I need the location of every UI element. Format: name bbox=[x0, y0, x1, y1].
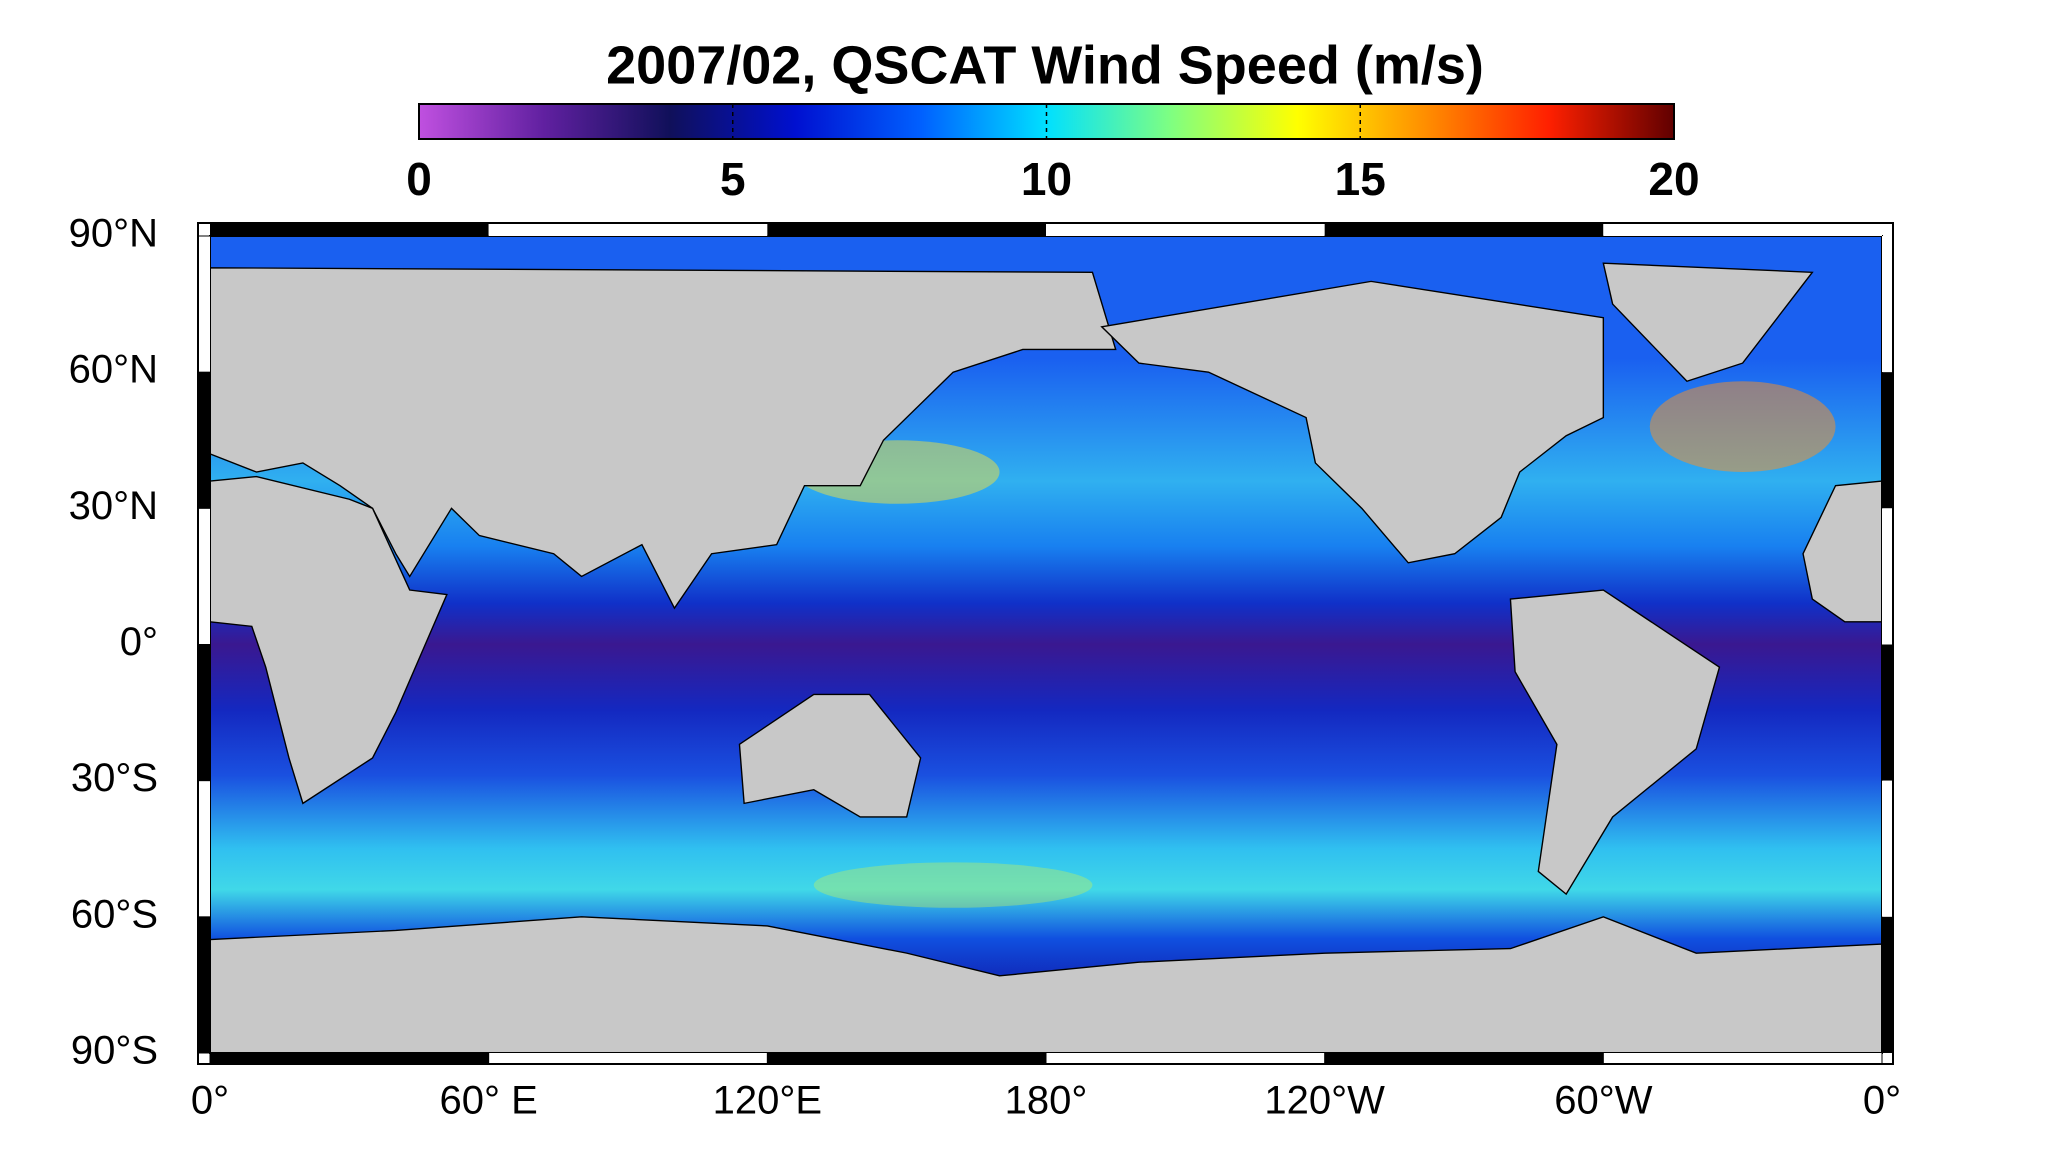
y-tick-label: 30°S bbox=[71, 756, 158, 800]
greenland bbox=[1602, 262, 1814, 383]
high-wind-area bbox=[813, 862, 1093, 908]
y-tick-label: 60°N bbox=[69, 348, 158, 392]
x-tick-label: 0° bbox=[1863, 1079, 1901, 1123]
x-tick-label: 0° bbox=[191, 1079, 229, 1123]
frame-bar bbox=[198, 916, 210, 1053]
frame-bar bbox=[1882, 508, 1893, 645]
frame-bar bbox=[767, 1053, 1046, 1064]
colorbar-tick-label: 0 bbox=[406, 153, 432, 205]
title: 2007/02, QSCAT Wind Speed (m/s) bbox=[606, 35, 1484, 95]
frame-bar bbox=[1324, 1053, 1604, 1064]
frame-bar bbox=[198, 508, 210, 645]
south-america bbox=[1509, 589, 1721, 896]
eurasia bbox=[210, 267, 1117, 610]
colorbar-tick-label: 15 bbox=[1335, 153, 1386, 205]
land bbox=[210, 262, 1882, 1053]
frame-bar bbox=[198, 236, 210, 373]
frame-bar bbox=[1046, 1053, 1325, 1064]
africa bbox=[1802, 480, 1882, 623]
y-tick-label: 60°S bbox=[71, 892, 158, 936]
x-tick-label: 60°W bbox=[1554, 1079, 1652, 1123]
frame-bar bbox=[1603, 223, 1882, 236]
y-tick-label: 30°N bbox=[69, 484, 158, 528]
y-tick-label: 90°N bbox=[69, 212, 158, 256]
high-wind-area bbox=[1649, 381, 1836, 473]
frame-bar bbox=[198, 644, 210, 781]
africa bbox=[210, 475, 448, 805]
north-america bbox=[1100, 280, 1605, 564]
x-tick-label: 120°E bbox=[713, 1079, 822, 1123]
colorbar-tick-label: 10 bbox=[1021, 153, 1072, 205]
frame-bar bbox=[210, 1053, 489, 1064]
colorbar-tick-label: 5 bbox=[720, 153, 746, 205]
frame-bar bbox=[1882, 780, 1893, 917]
frame-bar bbox=[488, 1053, 768, 1064]
frame-bar bbox=[1603, 1053, 1882, 1064]
frame-bar bbox=[1882, 644, 1893, 781]
outer-frame bbox=[197, 222, 1894, 1065]
x-tick-label: 180° bbox=[1005, 1079, 1088, 1123]
x-tick-label: 120°W bbox=[1264, 1079, 1385, 1123]
y-tick-label: 0° bbox=[120, 620, 158, 664]
frame-bar bbox=[1046, 223, 1325, 236]
frame-bar bbox=[1882, 916, 1893, 1053]
frame-bar bbox=[1324, 223, 1604, 236]
frame-bar bbox=[1882, 236, 1893, 373]
australia bbox=[738, 693, 922, 818]
frame-bar bbox=[767, 223, 1046, 236]
frame-bar bbox=[198, 372, 210, 509]
colorbar-tick-label: 20 bbox=[1648, 153, 1699, 205]
map-area bbox=[210, 236, 1882, 1053]
y-tick-label: 90°S bbox=[71, 1029, 158, 1073]
frame-bar bbox=[488, 223, 768, 236]
antarctica bbox=[210, 916, 1882, 1053]
x-tick-label: 60° E bbox=[440, 1079, 538, 1123]
frame-bar bbox=[1882, 372, 1893, 509]
frame-bar bbox=[210, 223, 489, 236]
frame-bar bbox=[198, 780, 210, 917]
